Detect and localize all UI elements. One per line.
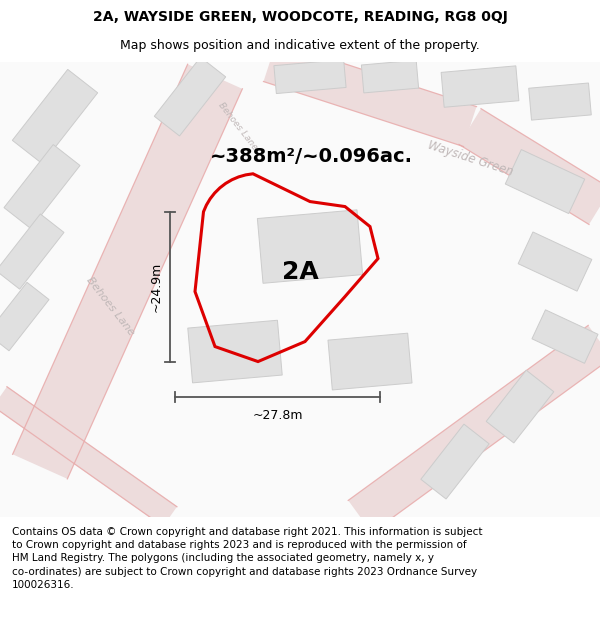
Polygon shape	[4, 144, 80, 229]
Polygon shape	[459, 109, 600, 224]
Text: 2A: 2A	[281, 259, 319, 284]
Polygon shape	[257, 210, 362, 283]
Polygon shape	[263, 42, 476, 146]
Text: Contains OS data © Crown copyright and database right 2021. This information is : Contains OS data © Crown copyright and d…	[12, 527, 482, 590]
Polygon shape	[13, 69, 98, 164]
Polygon shape	[274, 59, 346, 94]
Text: 2A, WAYSIDE GREEN, WOODCOTE, READING, RG8 0QJ: 2A, WAYSIDE GREEN, WOODCOTE, READING, RG…	[92, 10, 508, 24]
Polygon shape	[13, 64, 242, 479]
Text: Wayside Green: Wayside Green	[425, 139, 514, 179]
Polygon shape	[154, 57, 226, 136]
Polygon shape	[361, 60, 419, 93]
Text: ~27.8m: ~27.8m	[252, 409, 303, 421]
Polygon shape	[0, 214, 64, 289]
Text: ~388m²/~0.096ac.: ~388m²/~0.096ac.	[210, 147, 413, 166]
Polygon shape	[0, 386, 177, 527]
Polygon shape	[188, 320, 282, 383]
Polygon shape	[486, 370, 554, 443]
Polygon shape	[505, 149, 585, 214]
Text: Map shows position and indicative extent of the property.: Map shows position and indicative extent…	[120, 39, 480, 51]
Polygon shape	[529, 83, 591, 120]
Polygon shape	[328, 333, 412, 390]
Polygon shape	[518, 232, 592, 291]
Polygon shape	[348, 326, 600, 532]
Polygon shape	[441, 66, 519, 108]
Polygon shape	[421, 424, 489, 499]
Text: Behoes Lane: Behoes Lane	[84, 276, 136, 338]
Polygon shape	[0, 282, 49, 351]
Polygon shape	[532, 310, 598, 363]
Text: Behoes Lane: Behoes Lane	[217, 101, 259, 152]
Text: ~24.9m: ~24.9m	[150, 261, 163, 312]
